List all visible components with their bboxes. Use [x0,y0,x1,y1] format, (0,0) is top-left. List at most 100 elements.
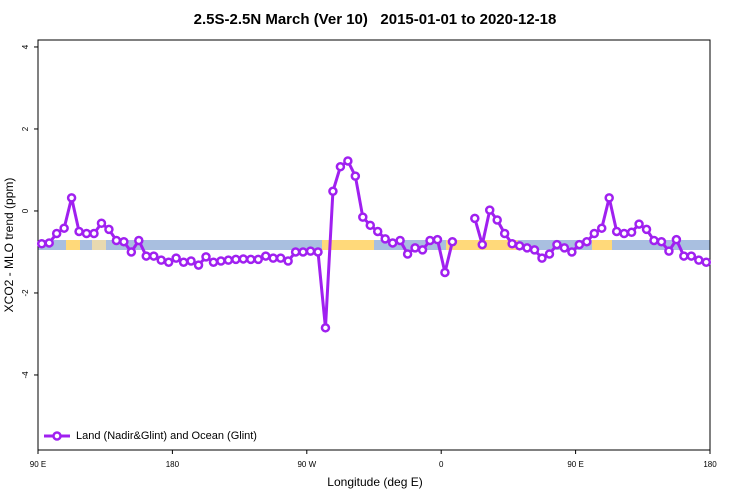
data-point [141,251,152,261]
data-point [119,236,129,247]
data-point [417,245,428,255]
data-point [649,235,659,246]
data-point [492,215,502,225]
data-point [477,239,488,250]
data-point [186,256,196,266]
data-point [231,254,241,265]
data-point [126,247,137,257]
data-point [320,323,331,333]
data-point [544,249,555,259]
data-point [335,161,346,172]
data-point [178,257,189,267]
data-point [641,224,652,235]
land-band [92,240,106,250]
data-point [507,239,517,249]
data-point [372,226,383,237]
y-tick-label: 0 [21,208,30,213]
data-point [574,239,585,250]
data-point [701,257,712,267]
x-axis-label: Longitude (deg E) [327,475,422,489]
data-point [253,254,264,265]
data-point [36,239,47,249]
y-tick-label: 4 [21,44,30,49]
data-point [664,246,674,256]
data-point [671,234,682,245]
data-point [208,257,219,267]
data-point [514,241,525,251]
data-point [402,249,413,259]
data-point [156,255,166,265]
data-point [440,267,450,278]
data-point [350,171,361,181]
x-tick-label: 0 [439,460,444,469]
y-tick-label: -4 [21,371,30,379]
x-tick-label: 90 E [30,460,46,469]
y-axis-label: XCO2 - MLO trend (ppm) [2,178,16,313]
data-point [260,251,271,261]
y-tick-label: -2 [21,289,30,297]
data-point [432,234,443,245]
legend-label: Land (Nadir&Glint) and Ocean (Glint) [76,430,257,442]
data-point [686,251,697,261]
data-point [66,193,77,203]
data-point [529,245,540,255]
data-point [74,226,84,237]
data-point [223,255,234,265]
data-point [619,228,629,239]
x-tick-label: 180 [703,460,717,469]
data-point [611,226,622,237]
data-point [134,235,144,246]
data-point [358,212,368,222]
data-point [559,243,570,253]
data-point [365,220,376,231]
data-point [387,238,398,248]
data-point [313,247,323,257]
data-point [582,236,592,247]
data-point [305,246,316,256]
data-point [567,247,577,257]
data-point [604,193,614,203]
y-tick-label: 2 [21,126,30,131]
land-band [592,240,612,250]
data-point [201,252,211,262]
data-point [81,228,92,239]
data-point [499,228,510,239]
data-point [290,247,301,257]
data-point [246,254,256,265]
data-point [656,236,667,247]
land-band [66,240,80,250]
x-tick-label: 90 W [297,460,316,469]
data-point [380,234,390,244]
data-point [96,218,107,229]
data-point [552,239,562,250]
data-point [470,213,480,224]
data-point [484,205,495,215]
data-point [447,236,458,247]
data-point [328,186,338,197]
data-point [268,253,278,263]
x-tick-label: 180 [166,460,180,469]
data-point [44,238,54,248]
data-point [410,243,420,253]
data-point [283,256,293,266]
data-point [626,227,637,238]
data-point [679,251,689,261]
data-point [275,253,286,263]
data-point [163,257,174,267]
data-point [522,243,532,253]
data-point [589,228,600,239]
data-point [193,260,204,270]
data-point [104,224,114,235]
legend-marker [52,431,62,441]
data-point [596,223,607,233]
data-point [59,223,69,233]
data-point [634,219,644,229]
data-point [51,228,62,239]
land-band [322,240,374,250]
data-point [343,156,353,166]
data-point [148,251,159,261]
data-point [425,235,435,246]
data-point [216,256,226,266]
data-point [694,255,704,265]
